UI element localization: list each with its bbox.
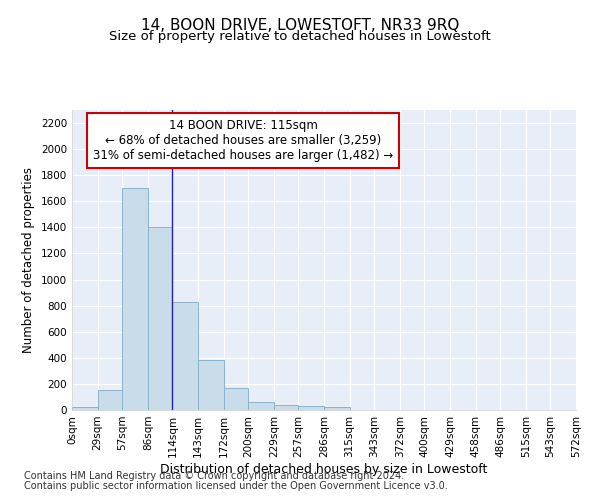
Bar [122, 188, 148, 410]
Text: 14 BOON DRIVE: 115sqm
← 68% of detached houses are smaller (3,259)
31% of semi-d: 14 BOON DRIVE: 115sqm ← 68% of detached … [93, 119, 394, 162]
Bar [148, 228, 172, 410]
Bar [172, 302, 198, 410]
Text: Contains HM Land Registry data © Crown copyright and database right 2024.: Contains HM Land Registry data © Crown c… [24, 471, 404, 481]
Bar [298, 406, 324, 410]
Bar [224, 388, 248, 410]
Y-axis label: Number of detached properties: Number of detached properties [22, 167, 35, 353]
Text: Contains public sector information licensed under the Open Government Licence v3: Contains public sector information licen… [24, 481, 448, 491]
Bar [198, 360, 224, 410]
Text: 14, BOON DRIVE, LOWESTOFT, NR33 9RQ: 14, BOON DRIVE, LOWESTOFT, NR33 9RQ [141, 18, 459, 32]
Bar [324, 406, 350, 410]
Bar [98, 390, 122, 410]
Bar [274, 406, 298, 410]
X-axis label: Distribution of detached houses by size in Lowestoft: Distribution of detached houses by size … [160, 462, 488, 475]
Bar [72, 408, 98, 410]
Bar [248, 402, 274, 410]
Text: Size of property relative to detached houses in Lowestoft: Size of property relative to detached ho… [109, 30, 491, 43]
